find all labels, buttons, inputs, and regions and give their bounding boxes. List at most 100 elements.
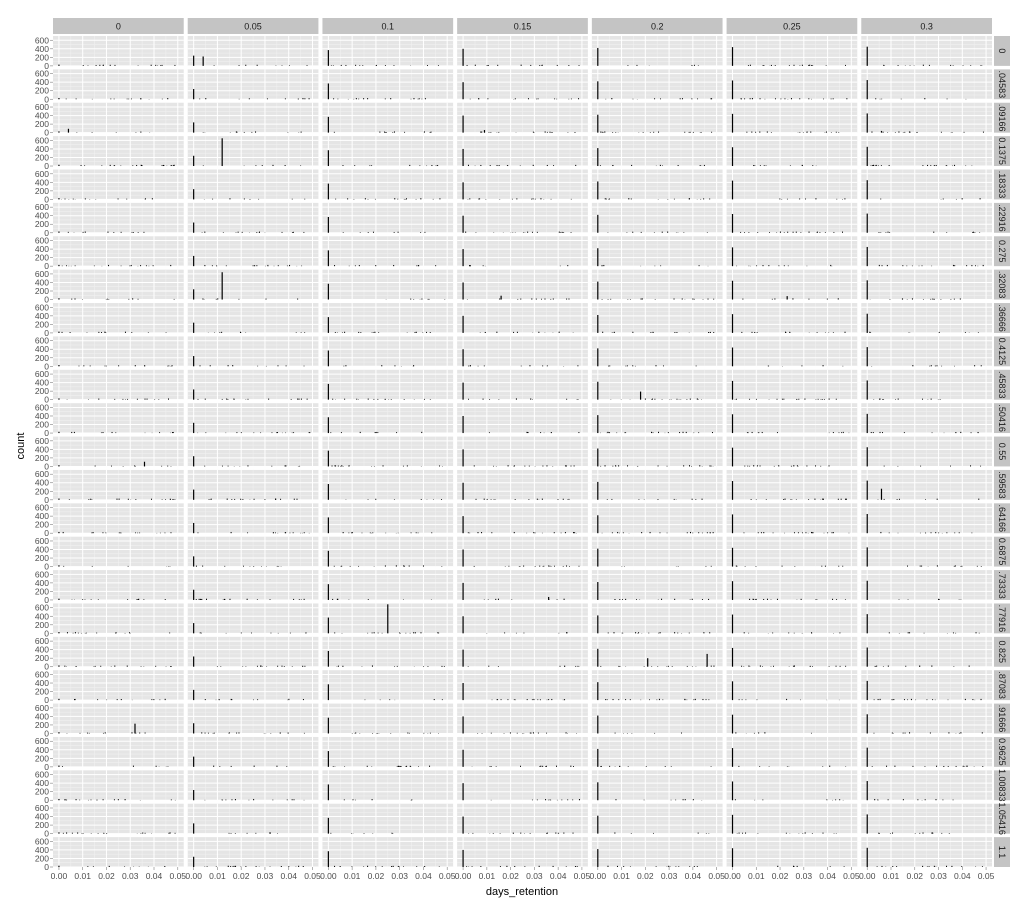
histogram-bar: [758, 432, 760, 434]
histogram-bar: [126, 665, 128, 667]
facet-panel: [53, 503, 184, 534]
histogram-bar: [497, 666, 499, 667]
histogram-bar: [554, 98, 556, 100]
histogram-bar: [528, 465, 530, 467]
facet-panel: [591, 670, 723, 701]
histogram-bar: [247, 398, 249, 400]
histogram-bar: [334, 465, 336, 467]
histogram-bar: [531, 298, 533, 300]
histogram-bar: [903, 699, 905, 701]
histogram-bar: [953, 298, 955, 300]
histogram-bar: [517, 298, 519, 300]
histogram-bar: [204, 732, 206, 734]
histogram-bar: [866, 113, 868, 133]
histogram-bar: [757, 232, 759, 233]
histogram-bar: [788, 632, 790, 634]
histogram-bar: [549, 565, 551, 567]
histogram-bar: [414, 632, 416, 634]
histogram-bar: [894, 132, 896, 133]
histogram-bar: [212, 198, 214, 200]
histogram-bar: [820, 465, 822, 467]
histogram-bar: [786, 198, 788, 200]
histogram-bar: [546, 732, 548, 734]
histogram-bar: [946, 232, 948, 233]
histogram-bar: [233, 398, 235, 400]
histogram-bar: [488, 432, 490, 434]
histogram-bar: [539, 699, 541, 701]
facet-panel: [591, 336, 723, 367]
histogram-bar: [462, 182, 464, 200]
facet-panel: [187, 303, 319, 334]
histogram-bar: [285, 365, 287, 367]
histogram-bar: [195, 565, 197, 567]
histogram-bar: [335, 465, 337, 467]
histogram-bar: [954, 164, 956, 167]
histogram-bar: [193, 322, 195, 333]
histogram-bar: [58, 632, 60, 634]
histogram-bar: [713, 332, 715, 333]
histogram-bar: [482, 265, 484, 267]
histogram-bar: [102, 432, 104, 434]
histogram-bar: [703, 164, 705, 167]
histogram-bar: [666, 465, 668, 467]
histogram-bar: [925, 532, 927, 534]
histogram-bar: [58, 565, 60, 567]
histogram-bar: [205, 98, 207, 100]
histogram-bar: [693, 298, 695, 300]
histogram-bar: [744, 566, 746, 567]
facet-panel: [457, 670, 588, 701]
histogram-bar: [100, 665, 102, 667]
histogram-bar: [630, 198, 632, 200]
histogram-bar: [327, 250, 329, 267]
histogram-bar: [384, 398, 386, 400]
facet-panel: [187, 403, 319, 434]
histogram-bar: [578, 98, 580, 100]
histogram-bar: [253, 498, 255, 500]
histogram-bar: [708, 332, 710, 333]
histogram-bar: [658, 131, 660, 133]
histogram-bar: [362, 65, 364, 66]
histogram-bar: [625, 598, 627, 600]
histogram-bar: [738, 699, 740, 701]
histogram-bar: [776, 432, 778, 434]
histogram-bar: [743, 632, 745, 634]
histogram-bar: [68, 499, 70, 500]
histogram-bar: [748, 632, 750, 634]
histogram-bar: [101, 332, 103, 333]
histogram-bar: [801, 64, 803, 66]
histogram-bar: [257, 365, 259, 367]
histogram-bar: [711, 98, 713, 100]
histogram-bar: [759, 665, 761, 667]
histogram-bar: [333, 98, 335, 100]
histogram-bar: [819, 232, 821, 233]
histogram-bar: [532, 198, 534, 200]
histogram-bar: [493, 499, 495, 500]
histogram-bar: [597, 548, 599, 567]
histogram-bar: [327, 383, 329, 400]
histogram-bar: [520, 365, 522, 367]
histogram-bar: [597, 214, 599, 233]
histogram-bar: [132, 765, 134, 767]
histogram-bar: [462, 716, 464, 734]
histogram-bar: [679, 98, 681, 100]
histogram-bar: [684, 698, 686, 701]
histogram-bar: [115, 632, 117, 634]
histogram-bar: [193, 189, 195, 200]
histogram-bar: [351, 531, 353, 534]
histogram-bar: [342, 165, 344, 167]
histogram-bar: [600, 665, 602, 667]
facet-panel: [726, 236, 858, 267]
facet-panel: [591, 369, 723, 401]
histogram-bar: [327, 216, 329, 233]
histogram-bar: [741, 665, 743, 667]
histogram-bar: [887, 231, 889, 233]
histogram-bar: [170, 264, 172, 267]
facet-panel: [187, 102, 319, 134]
histogram-bar: [774, 298, 776, 300]
histogram-bar: [342, 232, 344, 233]
histogram-bar: [304, 332, 306, 333]
histogram-bar: [920, 465, 922, 467]
histogram-bar: [597, 348, 599, 367]
histogram-bar: [808, 499, 810, 500]
facet-panel: [53, 36, 184, 67]
